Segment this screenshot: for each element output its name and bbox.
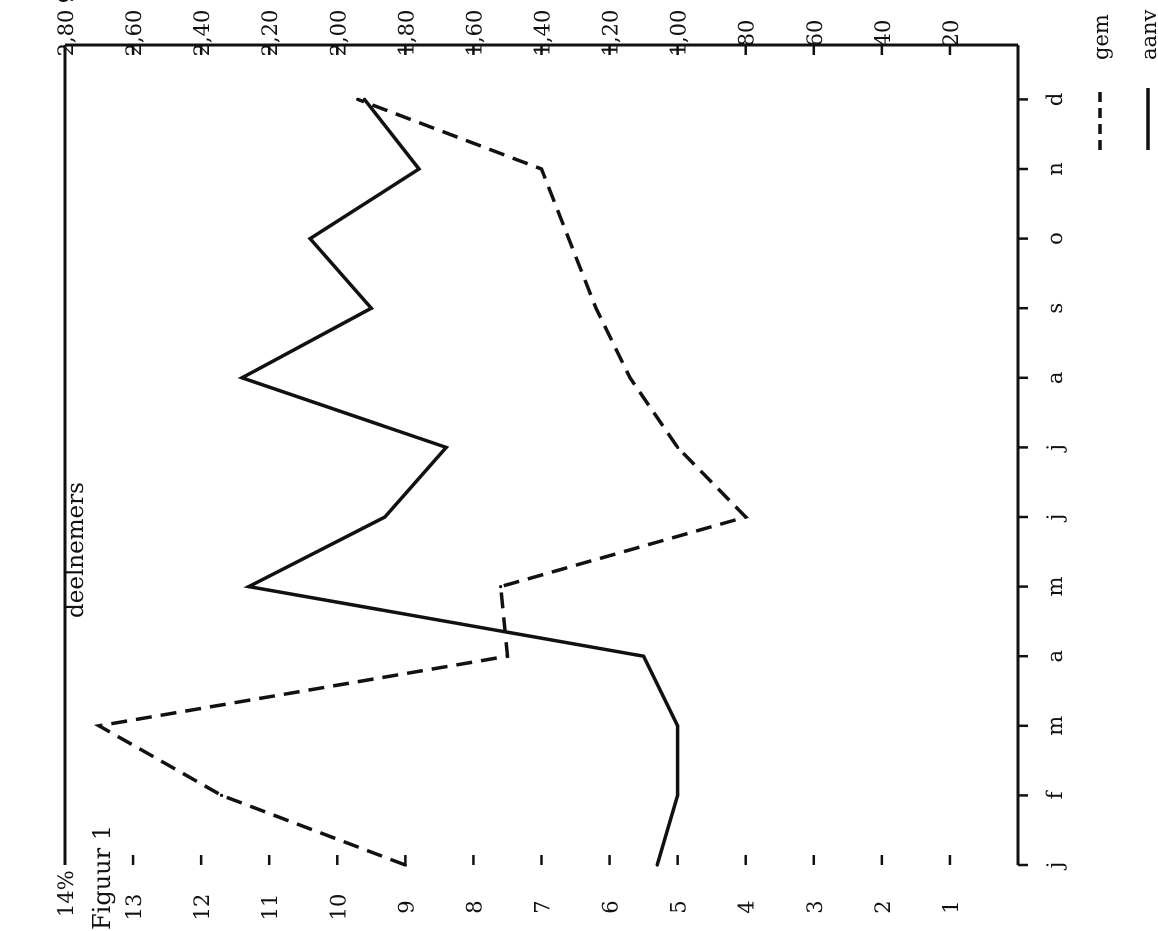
data-point-aanv <box>444 445 448 449</box>
right-axis-tick-label: 40 <box>871 20 895 47</box>
data-point-aanv <box>676 724 680 728</box>
left-axis-tick-label: 9 <box>394 900 418 913</box>
data-point-gem <box>676 445 680 449</box>
right-axis-tick-label: 2,20 <box>258 10 282 57</box>
left-axis-tick-label: 6 <box>599 900 623 913</box>
series-line-gem <box>93 97 750 867</box>
data-series <box>93 97 750 867</box>
category-tick-label: j <box>1043 514 1067 524</box>
right-axis-tick-label: 1,00 <box>667 10 691 57</box>
data-point-gem <box>539 167 544 171</box>
legend-label-aanv: aanv <box>1137 9 1158 60</box>
left-axis-tick-label: 13 <box>122 894 146 921</box>
right-axis-tick-label: 1,60 <box>462 10 486 57</box>
tick-marks <box>63 45 1028 867</box>
right-axis-tick-label: 2,80 <box>54 10 78 57</box>
category-tick-label: a <box>1043 650 1067 663</box>
data-point-aanv <box>362 97 367 101</box>
left-axis-tick-label: 3 <box>803 900 827 913</box>
data-point-aanv <box>383 515 387 519</box>
right-axis-tick-label: 2,60 <box>122 10 146 57</box>
right-axis-tick-label: 60 <box>803 20 827 47</box>
data-point-aanv <box>676 793 680 798</box>
left-axis-tick-label: 4 <box>735 900 759 913</box>
category-tick-label: j <box>1043 444 1067 454</box>
data-point-aanv <box>642 654 646 658</box>
data-point-aanv <box>247 585 251 589</box>
data-point-gem <box>744 515 748 519</box>
category-tick-label: n <box>1043 162 1067 176</box>
data-point-aanv <box>417 167 421 171</box>
category-tick-label: s <box>1043 303 1067 314</box>
category-tick-label: m <box>1043 577 1067 597</box>
left-axis-tick-label: 12 <box>190 894 214 921</box>
left-axis-tick-label: 5 <box>667 900 691 913</box>
left-axis-unit-label: 14% <box>54 870 78 917</box>
left-axis-tick-label: 7 <box>531 900 555 913</box>
left-axis-tick-label: 2 <box>871 900 895 913</box>
data-point-gem <box>628 376 632 380</box>
category-tick-label: d <box>1043 93 1067 106</box>
legend: gem aanv <box>1089 9 1158 150</box>
figure-label: Figuur 1 <box>88 825 116 930</box>
category-tick-label: o <box>1043 232 1067 245</box>
right-axis-tick-label: 1,20 <box>599 10 623 57</box>
data-point-gem <box>219 793 224 798</box>
data-point-gem <box>403 863 407 867</box>
data-point-gem <box>499 585 503 589</box>
right-axis-tick-label: 1,40 <box>531 10 555 57</box>
data-point-gem <box>594 306 598 310</box>
data-point-aanv <box>240 376 244 380</box>
right-axis-tick-label: 2,00 <box>326 10 350 57</box>
data-point-gem <box>97 724 101 728</box>
data-point-aanv <box>369 306 373 310</box>
category-tick-label: m <box>1043 716 1067 736</box>
data-point-aanv <box>655 863 659 867</box>
right-axis-tick-label: 20 <box>939 20 963 47</box>
category-tick-label: j <box>1043 862 1067 872</box>
category-tick-label: a <box>1043 372 1067 385</box>
right-axis-tick-label: 80 <box>735 20 759 47</box>
left-axis-tick-label: 10 <box>326 894 350 921</box>
right-axis-unit-label: glds. <box>50 0 74 3</box>
right-axis-tick-label: 2,40 <box>190 10 214 57</box>
legend-label-gem: gem <box>1089 14 1113 60</box>
left-axis-tick-label: 11 <box>258 894 282 921</box>
data-point-gem <box>505 654 510 658</box>
tick-labels: 14% 13 12 11 10 9 8 7 6 5 4 3 2 1 2,80 2,60 2,40 2,20 2,00… <box>50 0 1067 920</box>
right-axis-tick-label: 1,80 <box>394 10 418 57</box>
series-line-aanv <box>237 98 680 866</box>
data-point-gem <box>356 97 360 101</box>
left-axis-tick-label: 8 <box>462 900 486 913</box>
center-label: deelnemers <box>63 482 89 618</box>
left-axis-tick-label: 1 <box>939 900 963 913</box>
data-point-aanv <box>308 237 312 241</box>
category-tick-label: f <box>1043 789 1067 799</box>
data-point-gem <box>567 237 571 241</box>
